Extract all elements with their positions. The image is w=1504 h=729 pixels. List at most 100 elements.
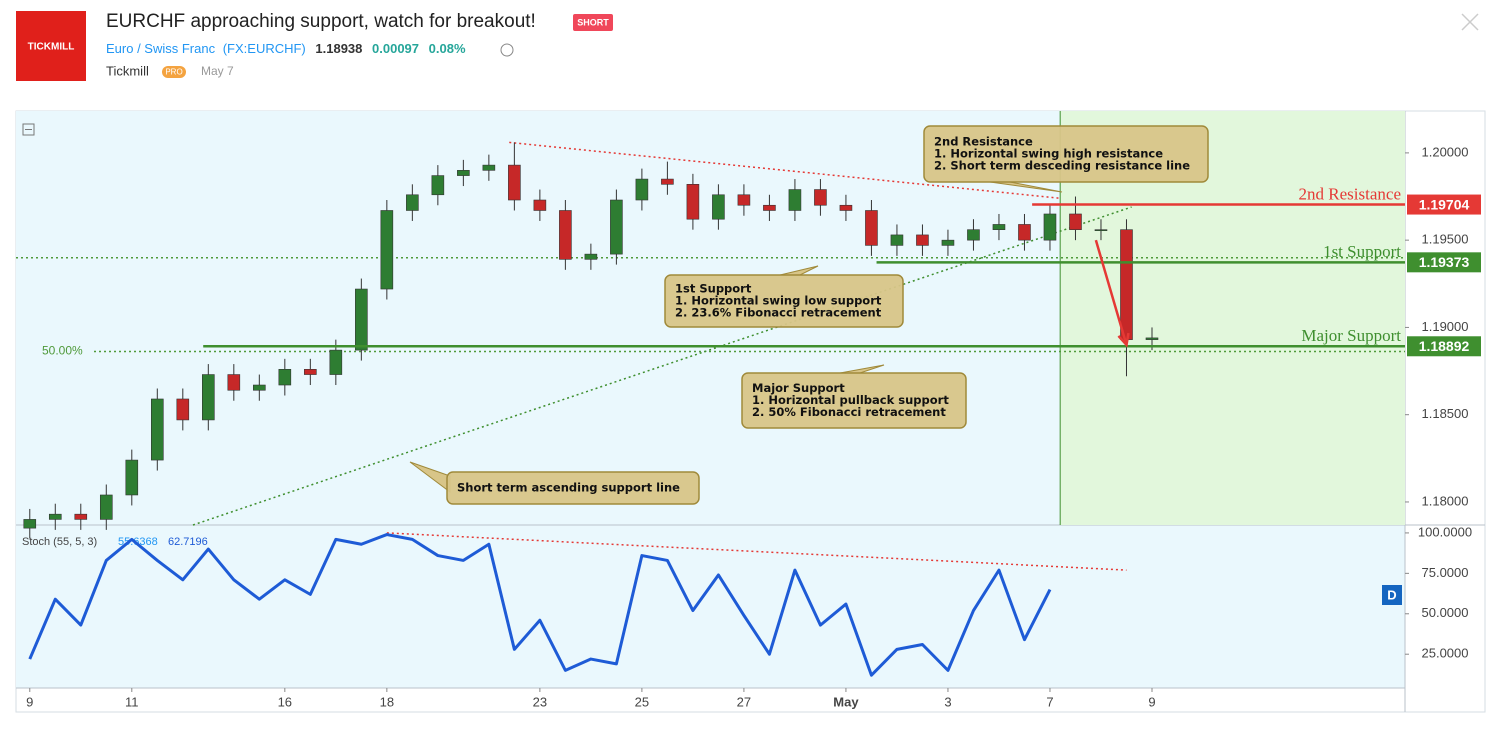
candle-body	[839, 204, 853, 211]
arrow	[1094, 239, 1130, 348]
candle-body	[1145, 337, 1159, 340]
x-tick-label: 11	[125, 694, 139, 709]
stoch-line	[28, 533, 1052, 677]
candle-body	[1043, 213, 1057, 241]
x-tick-label: 9	[1148, 694, 1155, 709]
candle-body	[380, 210, 394, 290]
callout-text: 1. Horizontal swing low support	[675, 294, 882, 308]
y-tick-label: 1.19000	[1422, 319, 1469, 334]
candle-body	[508, 164, 521, 201]
candle-body	[763, 204, 776, 211]
callout-box	[664, 274, 904, 328]
candle-body	[992, 224, 1006, 230]
candle-body	[1094, 229, 1108, 231]
x-tick-label: 27	[737, 694, 751, 709]
candle-body	[278, 369, 292, 386]
x-tick-label: 25	[635, 694, 649, 709]
candle-body	[737, 194, 751, 206]
candle-body	[1018, 224, 1031, 241]
callout-text: 1st Support	[675, 282, 752, 296]
interval-badge	[1382, 585, 1402, 605]
badge	[573, 14, 613, 31]
plot: 1.20000 1.19500 1.19000 1.18500 1.18000 100.0…	[16, 111, 1481, 709]
candle-body	[941, 239, 955, 246]
logo	[16, 11, 86, 81]
callout-box	[923, 125, 1209, 183]
y-tick-label: 25.0000	[1422, 646, 1469, 661]
y-tick-label: 100.0000	[1418, 524, 1472, 539]
level-name: Major Support	[1301, 326, 1401, 345]
level-price-box	[1407, 252, 1481, 273]
stoch-pane	[16, 525, 1405, 688]
candle-body	[584, 253, 598, 260]
candle-body	[533, 199, 547, 211]
indicator-name: Stoch (55, 5, 3)	[22, 536, 97, 548]
x-tick-label: 16	[278, 694, 292, 709]
trendline	[509, 141, 1061, 200]
x-tick-label: 9	[26, 694, 33, 709]
candle-body	[559, 210, 572, 260]
candle-body	[1120, 229, 1133, 340]
candle-body	[48, 513, 62, 520]
candle-body	[329, 349, 343, 375]
level-price: 1.19704	[1419, 196, 1470, 212]
candle-body	[74, 513, 88, 520]
candle-body	[610, 199, 623, 255]
symbol-name[interactable]: Euro / Swiss Franc	[106, 41, 216, 56]
callout-text: Major Support	[752, 381, 845, 395]
candle-body	[457, 170, 470, 176]
change: 0.00097	[372, 41, 419, 56]
candle-body	[355, 288, 368, 351]
callout-text: 1. Horizontal swing high resistance	[934, 147, 1163, 161]
date: May 7	[201, 64, 234, 78]
level-price-box	[1407, 194, 1481, 215]
x-tick-label: 3	[944, 694, 951, 709]
indicator-value: 55.6368	[118, 536, 158, 548]
price: 1.18938	[315, 41, 362, 56]
indicator-value: 62.7196	[168, 536, 208, 548]
callout-text: Short term ascending support line	[457, 481, 680, 495]
author[interactable]: Tickmill	[106, 63, 149, 78]
candle-body	[253, 384, 266, 391]
idea-title: EURCHF approaching support, watch for br…	[106, 11, 536, 32]
candle-body	[304, 369, 317, 375]
candle-body	[150, 398, 164, 461]
ticker[interactable]: (FX:EURCHF)	[223, 41, 306, 56]
symbol-line: Euro / Swiss Franc (FX:EURCHF) 1.18938 0…	[106, 41, 466, 56]
candle-body	[814, 189, 827, 206]
badge-text: SHORT	[577, 17, 609, 27]
candle-body	[99, 494, 113, 520]
candle-body	[635, 178, 649, 201]
y-tick-label: 1.18500	[1422, 406, 1469, 421]
level-price: 1.18892	[1419, 338, 1470, 354]
x-tick-label: 18	[380, 694, 394, 709]
fib-label: 50.00%	[42, 344, 83, 358]
y-tick-label: 1.18000	[1422, 493, 1469, 508]
alert-icon[interactable]	[500, 43, 514, 57]
candle-body	[865, 210, 878, 246]
callout-text: 2. 23.6% Fibonacci retracement	[675, 306, 882, 320]
candle-body	[686, 184, 700, 220]
candle-body	[890, 234, 904, 246]
x-tick-label: May	[833, 694, 859, 709]
callout-text: 2. 50% Fibonacci retracement	[752, 405, 946, 419]
logo-text: TICKMILL	[28, 42, 75, 53]
collapse-button[interactable]	[22, 123, 35, 136]
callout-text: 2nd Resistance	[934, 135, 1033, 149]
candle-body	[967, 229, 980, 241]
callout-text: 1. Horizontal pullback support	[752, 393, 949, 407]
y-tick-label: 1.19500	[1422, 232, 1469, 247]
candle-body	[916, 234, 929, 246]
candle-body	[431, 175, 445, 196]
candle-body	[202, 374, 215, 421]
callout-box	[446, 471, 700, 505]
close-button[interactable]	[1461, 13, 1479, 31]
candle-body	[712, 194, 725, 220]
change-pct: 0.08%	[429, 41, 466, 56]
candle-body	[176, 398, 190, 421]
x-tick-label: 7	[1046, 694, 1053, 709]
y-tick-label: 1.20000	[1422, 144, 1469, 159]
candle-body	[227, 374, 241, 391]
candle-body	[125, 459, 139, 496]
